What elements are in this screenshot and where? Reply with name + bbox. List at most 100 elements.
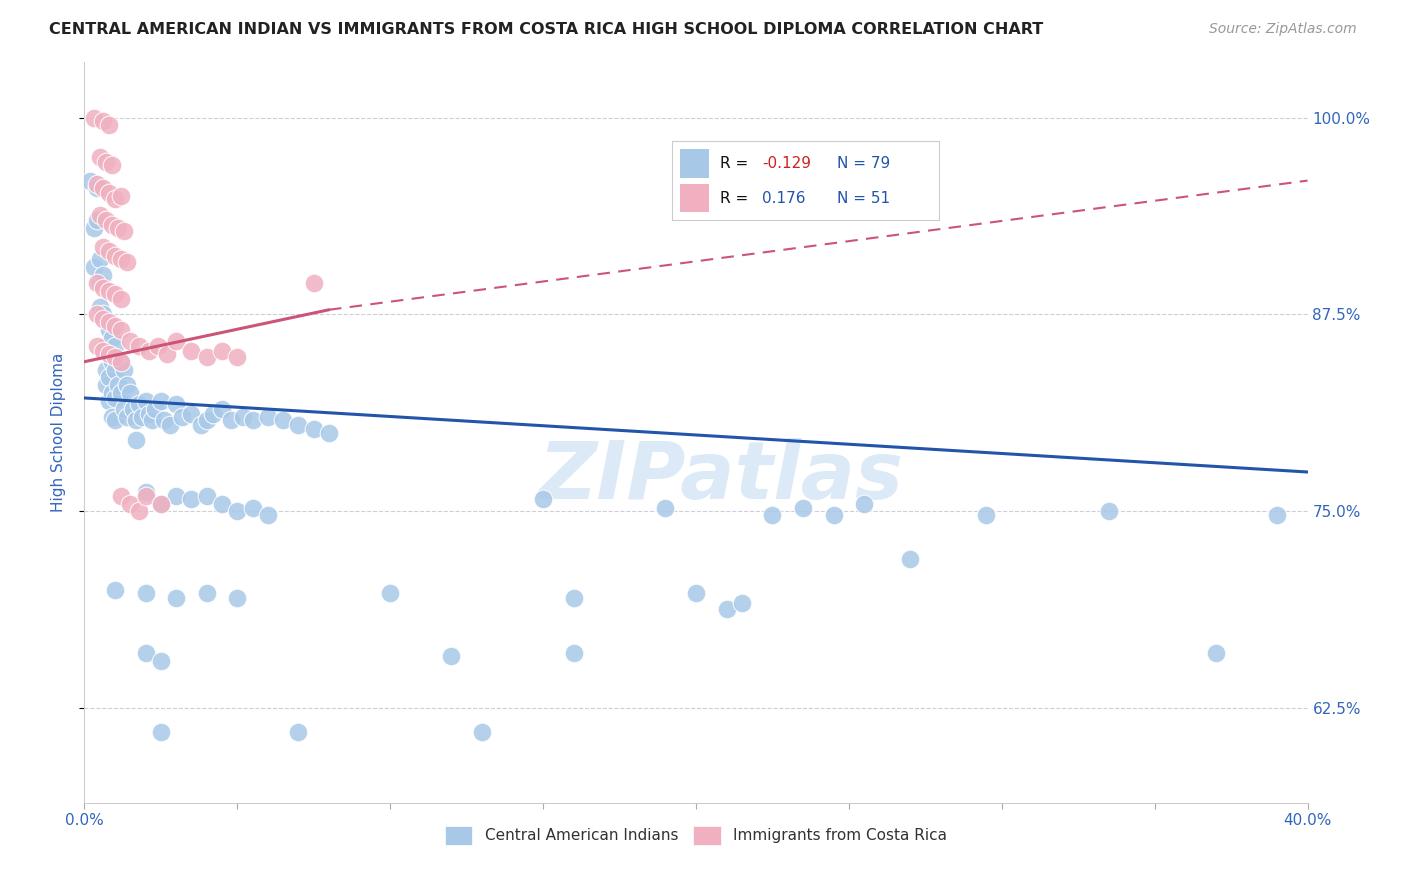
Point: [219, 413, 242, 427]
Point: [153, 413, 176, 427]
Point: [562, 591, 585, 605]
Point: [654, 501, 676, 516]
Point: [115, 378, 138, 392]
Point: [97, 284, 120, 298]
Point: [104, 318, 127, 333]
Point: [180, 407, 202, 421]
Point: [97, 119, 120, 133]
Point: [156, 347, 179, 361]
Point: [149, 654, 172, 668]
Point: [104, 193, 127, 207]
Point: [287, 417, 309, 432]
Point: [89, 150, 111, 164]
Point: [138, 407, 160, 421]
Point: [94, 315, 117, 329]
Point: [440, 649, 463, 664]
Point: [86, 181, 108, 195]
Point: [110, 355, 132, 369]
Point: [135, 394, 157, 409]
Point: [149, 394, 172, 409]
Point: [149, 496, 172, 510]
Point: [471, 725, 494, 739]
Point: [110, 252, 132, 267]
Point: [83, 220, 105, 235]
Point: [86, 177, 108, 191]
Point: [86, 276, 108, 290]
Point: [83, 260, 105, 275]
Point: [110, 292, 132, 306]
Point: [1265, 508, 1288, 522]
Point: [190, 417, 212, 432]
Point: [159, 417, 181, 432]
Point: [226, 350, 249, 364]
Point: [91, 268, 114, 282]
Point: [101, 355, 124, 369]
Point: [146, 339, 169, 353]
Point: [107, 220, 129, 235]
Point: [242, 501, 264, 516]
Point: [128, 397, 150, 411]
Point: [195, 489, 218, 503]
Point: [302, 422, 325, 436]
Point: [211, 343, 233, 358]
Point: [91, 308, 114, 322]
Text: N = 79: N = 79: [837, 156, 890, 171]
Point: [115, 409, 138, 424]
Point: [97, 244, 120, 259]
Text: ZIPatlas: ZIPatlas: [538, 438, 903, 516]
Point: [562, 646, 585, 660]
Text: -0.129: -0.129: [762, 156, 811, 171]
Point: [104, 413, 127, 427]
Point: [318, 425, 340, 440]
Point: [242, 413, 264, 427]
Point: [112, 224, 135, 238]
Point: [128, 504, 150, 518]
Point: [101, 218, 124, 232]
Point: [143, 402, 166, 417]
Point: [380, 586, 402, 600]
Point: [898, 551, 921, 566]
Point: [104, 339, 127, 353]
Point: [731, 596, 754, 610]
Point: [94, 154, 117, 169]
Point: [104, 350, 127, 364]
Point: [271, 413, 294, 427]
Legend: Central American Indians, Immigrants from Costa Rica: Central American Indians, Immigrants fro…: [439, 820, 953, 851]
Point: [110, 323, 132, 337]
Point: [976, 508, 998, 522]
Point: [89, 300, 111, 314]
Point: [180, 343, 202, 358]
Point: [97, 394, 120, 409]
Point: [1098, 504, 1121, 518]
Point: [91, 113, 114, 128]
Point: [201, 407, 224, 421]
Point: [89, 208, 111, 222]
Point: [120, 386, 142, 401]
Point: [1205, 646, 1227, 660]
Point: [257, 409, 280, 424]
Point: [287, 725, 309, 739]
Point: [97, 370, 120, 384]
Point: [89, 252, 111, 267]
Point: [86, 213, 108, 227]
Point: [125, 413, 148, 427]
Point: [101, 158, 124, 172]
Point: [101, 331, 124, 345]
Point: [195, 586, 218, 600]
Point: [792, 501, 814, 516]
Point: [226, 591, 249, 605]
Point: [112, 362, 135, 376]
Text: R =: R =: [720, 156, 752, 171]
Point: [94, 378, 117, 392]
Point: [195, 413, 218, 427]
Point: [91, 240, 114, 254]
Point: [97, 347, 120, 361]
Point: [104, 287, 127, 301]
Point: [94, 213, 117, 227]
Point: [79, 173, 101, 187]
Point: [125, 434, 148, 448]
Point: [104, 362, 127, 376]
Point: [823, 508, 845, 522]
Point: [232, 409, 254, 424]
Point: [86, 339, 108, 353]
